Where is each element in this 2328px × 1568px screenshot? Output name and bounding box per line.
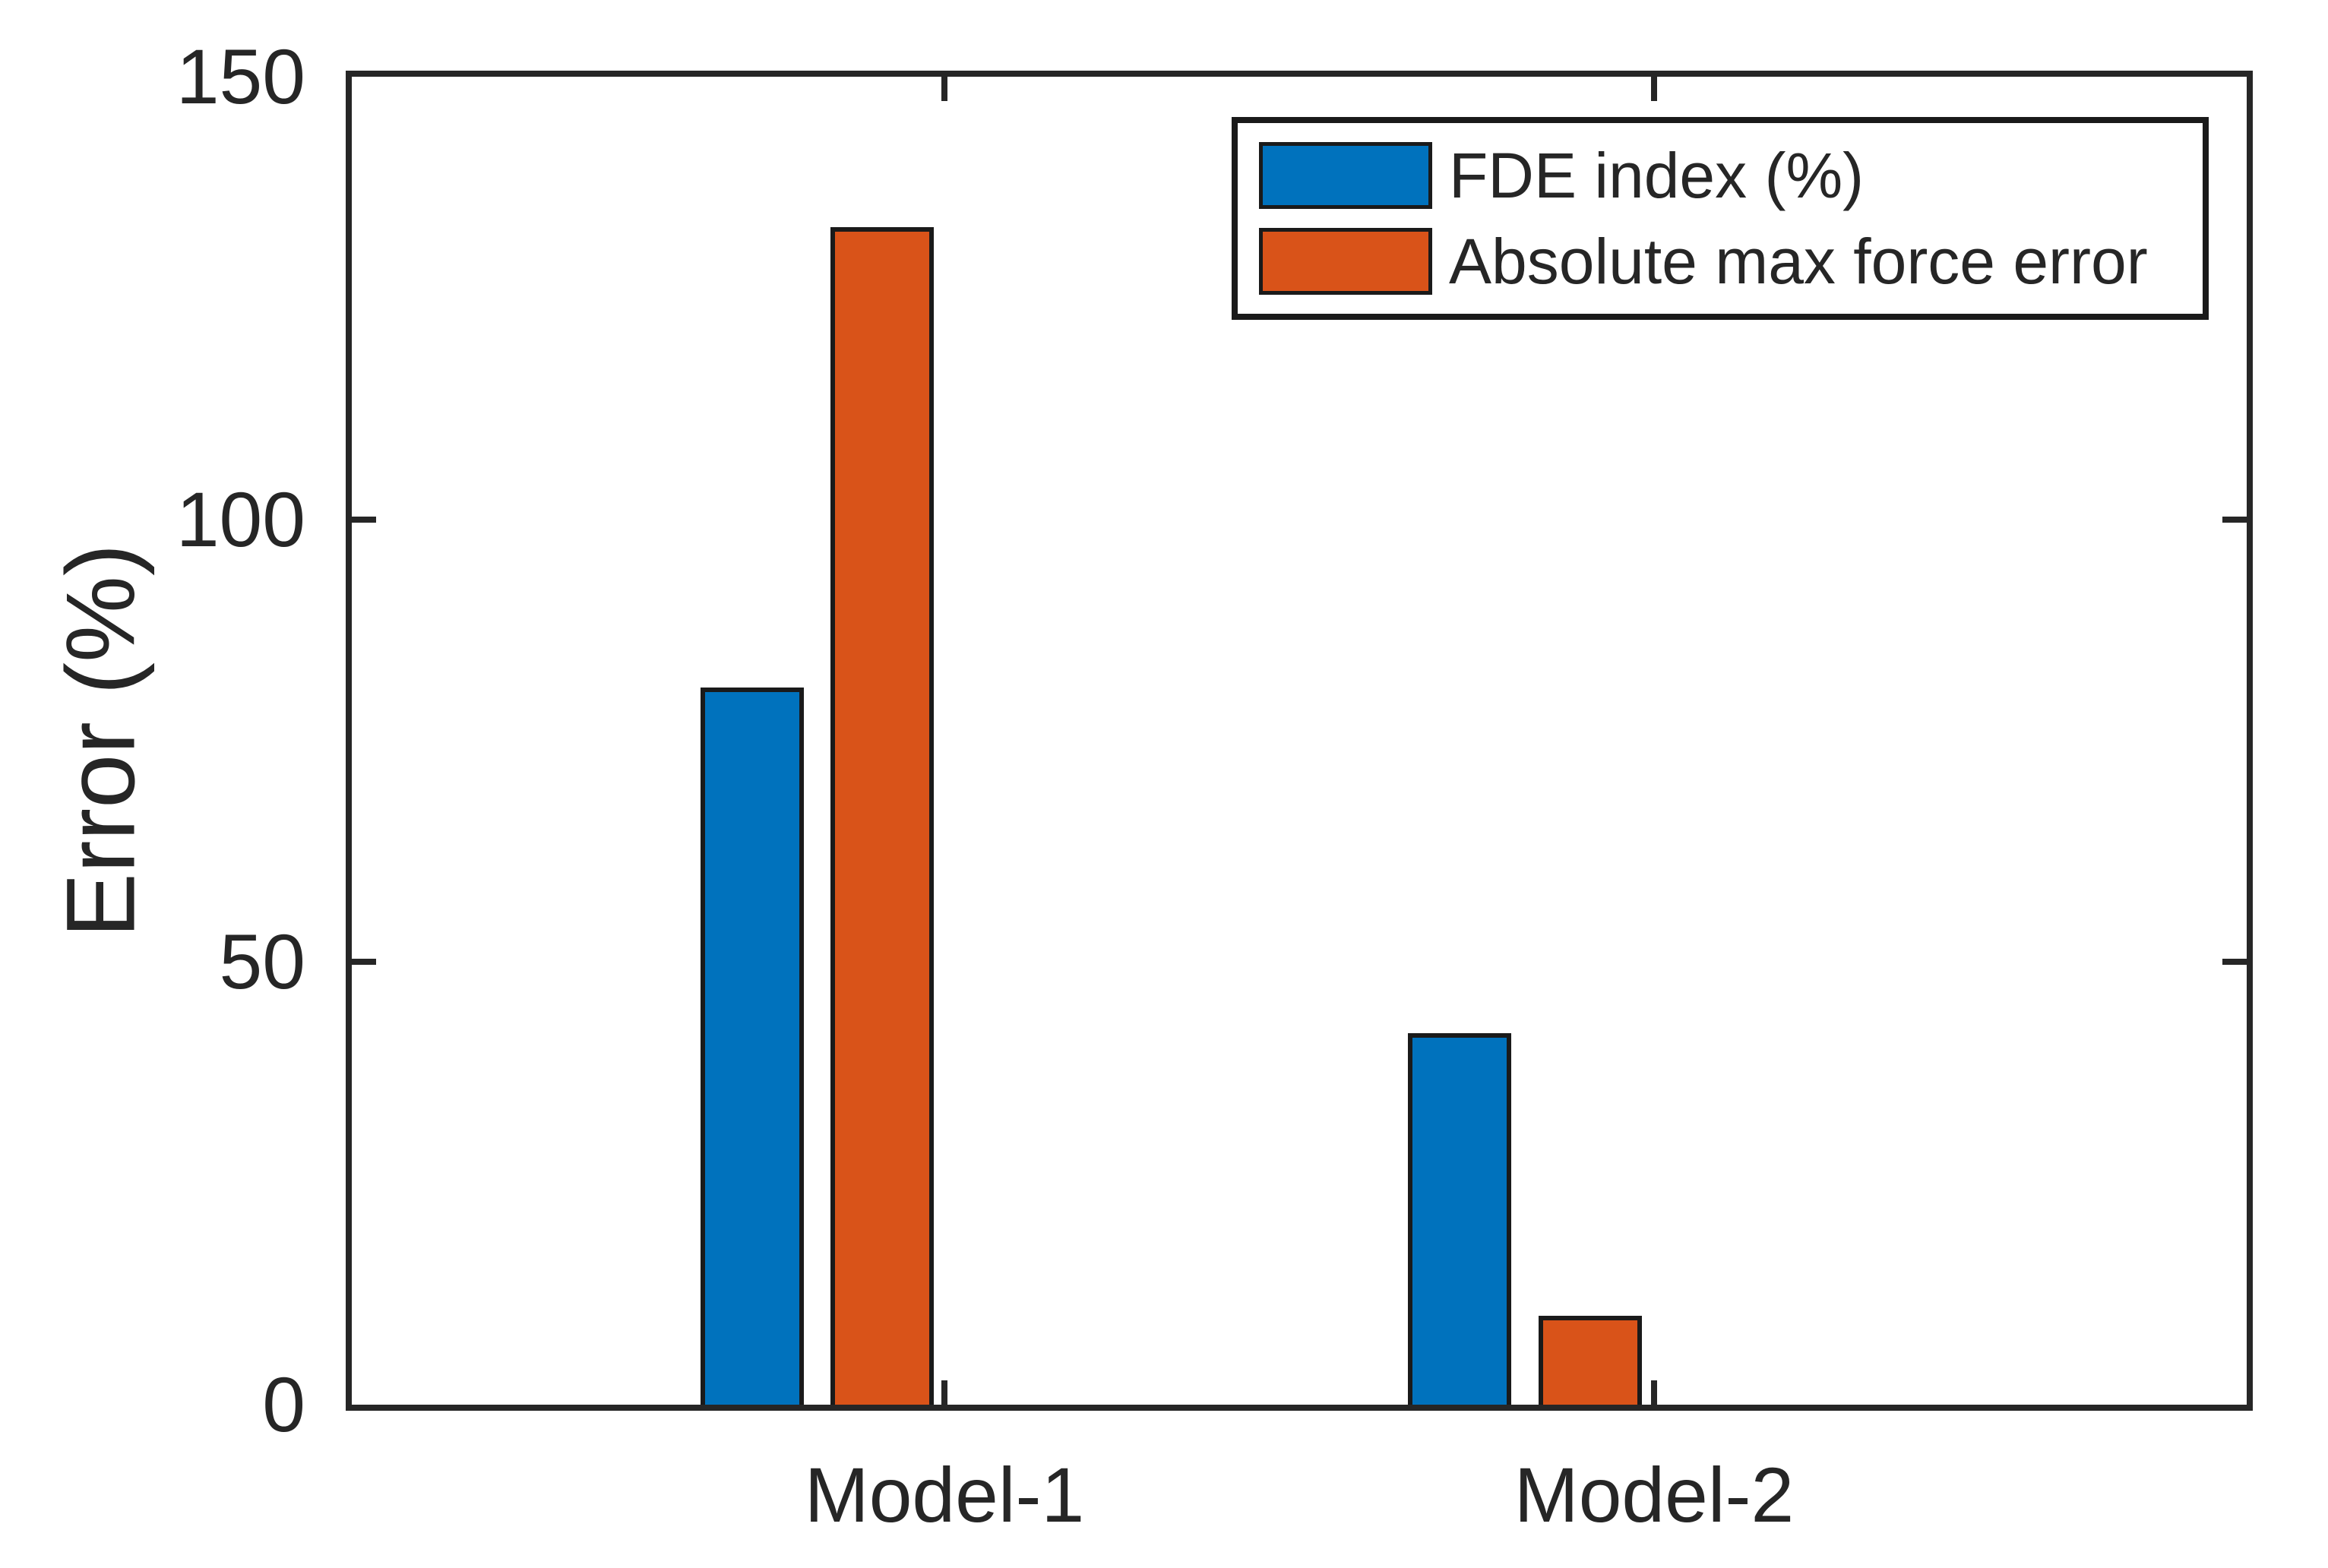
y-tick-mark-50 bbox=[2222, 959, 2247, 965]
legend-swatch-abs-max-force bbox=[1259, 228, 1432, 295]
y-tick-mark-100 bbox=[2222, 517, 2247, 523]
legend-label-fde-index: FDE index (%) bbox=[1449, 140, 1865, 211]
plot-area: FDE index (%) Absolute max force error bbox=[346, 71, 2253, 1411]
y-tick-mark-50 bbox=[352, 959, 376, 965]
bar-model-1-series-1 bbox=[830, 227, 934, 1405]
x-tick-mark-model-2 bbox=[1651, 1380, 1657, 1405]
x-tick-mark-model-2 bbox=[1651, 77, 1657, 101]
legend-swatch-fde-index bbox=[1259, 142, 1432, 209]
y-tick-label-100: 100 bbox=[176, 476, 305, 563]
bar-model-1-series-0 bbox=[701, 688, 804, 1405]
y-tick-label-150: 150 bbox=[176, 33, 305, 120]
legend-item-abs-max-force: Absolute max force error bbox=[1238, 228, 2203, 295]
x-tick-mark-model-1 bbox=[941, 1380, 947, 1405]
bar-model-2-series-1 bbox=[1539, 1316, 1642, 1405]
legend-label-abs-max-force: Absolute max force error bbox=[1449, 226, 2148, 297]
y-tick-mark-100 bbox=[352, 517, 376, 523]
bar-model-2-series-0 bbox=[1408, 1033, 1511, 1405]
x-tick-label-model-1: Model-1 bbox=[804, 1452, 1085, 1538]
legend-item-fde: FDE index (%) bbox=[1238, 142, 2203, 209]
x-tick-mark-model-1 bbox=[941, 77, 947, 101]
y-tick-label-50: 50 bbox=[219, 918, 305, 1005]
y-tick-label-0: 0 bbox=[262, 1361, 305, 1448]
y-axis-label: Error (%) bbox=[46, 543, 156, 938]
x-tick-label-model-2: Model-2 bbox=[1514, 1452, 1795, 1538]
legend: FDE index (%) Absolute max force error bbox=[1232, 117, 2209, 320]
